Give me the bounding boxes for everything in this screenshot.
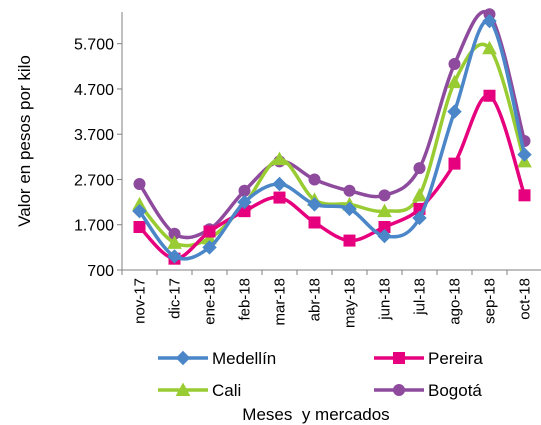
data-point (517, 147, 532, 162)
legend-item: Cali (158, 381, 241, 400)
data-point (518, 189, 531, 202)
data-point (238, 184, 251, 197)
legend-label: Bogotá (428, 381, 482, 400)
data-point (447, 74, 462, 89)
legend-item: Medellín (158, 349, 276, 368)
data-point (133, 221, 146, 233)
data-point (342, 201, 357, 217)
legend-marker (393, 352, 405, 364)
legend-item: Bogotá (374, 381, 482, 400)
x-axis: nov-17 dic-17 ene-18 feb-18 mar-18 abr-18 may-… (121, 269, 541, 328)
data-point (413, 162, 426, 175)
x-tick-label: may-18 (342, 278, 359, 328)
data-point (448, 58, 461, 71)
series-medellín (132, 13, 532, 264)
data-point (237, 194, 252, 210)
x-tick-label: nov-17 (132, 278, 149, 324)
y-tick-label: 700 (87, 263, 114, 280)
x-axis-title: Meses y mercados (242, 405, 389, 424)
data-point (448, 157, 461, 170)
data-point (482, 40, 497, 55)
x-tick-label: ago-18 (447, 278, 464, 325)
x-tick-label: oct-18 (517, 278, 534, 320)
legend-label: Cali (212, 381, 241, 400)
data-point (272, 151, 287, 166)
data-point (308, 216, 321, 229)
data-point (378, 189, 391, 202)
data-point (203, 225, 216, 238)
data-point (343, 234, 356, 247)
y-axis: 700 1.700 2.700 3.700 4.700 5.700 (74, 12, 123, 280)
y-tick-label: 4.700 (74, 82, 114, 99)
data-point (377, 203, 392, 218)
legend: Medellín Pereira Cali Bogotá (158, 349, 483, 400)
x-tick-label: jun-18 (377, 278, 394, 321)
series-cali (132, 40, 532, 249)
data-point (412, 187, 427, 202)
data-point (167, 249, 182, 264)
data-point (272, 176, 287, 192)
x-tick-label: jul-18 (412, 278, 429, 316)
legend-item: Pereira (374, 349, 483, 368)
data-point (167, 235, 182, 249)
data-point (307, 197, 322, 212)
data-point (273, 191, 286, 204)
data-point (133, 178, 146, 190)
data-point (412, 210, 427, 226)
y-tick-label: 3.700 (74, 127, 114, 144)
y-axis-title: Valor en pesos por kilo (15, 55, 34, 227)
legend-label: Pereira (428, 349, 483, 368)
y-tick-label: 2.700 (74, 172, 114, 189)
legend-label: Medellín (212, 349, 276, 368)
x-tick-label: dic-17 (167, 278, 184, 319)
data-point (202, 240, 217, 255)
y-tick-label: 1.700 (74, 218, 114, 235)
legend-marker (175, 382, 191, 396)
x-tick-label: abr-18 (307, 278, 324, 321)
data-point (377, 228, 392, 244)
data-point (308, 173, 321, 186)
x-tick-label: sep-18 (482, 278, 499, 324)
x-tick-label: feb-18 (237, 278, 254, 321)
y-tick-label: 5.700 (74, 37, 114, 54)
series-layer (132, 8, 532, 265)
data-point (447, 104, 462, 119)
legend-marker (175, 350, 191, 366)
data-point (343, 184, 356, 197)
legend-marker (393, 384, 405, 396)
data-point (132, 203, 147, 219)
x-tick-label: mar-18 (272, 278, 289, 326)
data-point (483, 89, 496, 102)
data-point (482, 13, 497, 29)
x-tick-label: ene-18 (202, 278, 219, 325)
